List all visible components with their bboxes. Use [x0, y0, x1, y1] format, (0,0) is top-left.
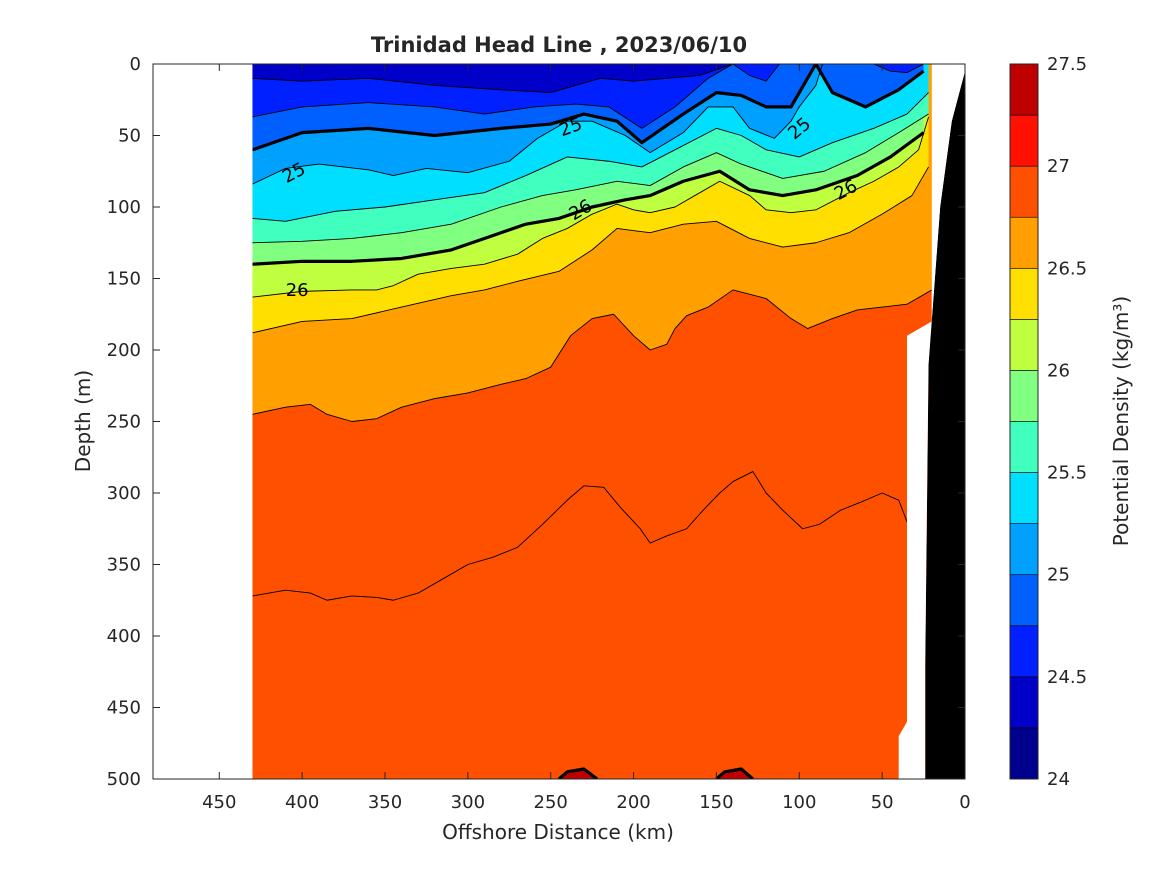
contour-line-3: [732, 64, 780, 82]
contour-line-7: [252, 64, 823, 185]
colorbar-swatch: [1009, 676, 1039, 729]
contour-line-10: [252, 131, 925, 266]
x-tick-label: 300: [451, 792, 485, 813]
y-tick-label: 300: [107, 483, 141, 504]
y-tick-label: 500: [107, 769, 141, 790]
colorbar: 24 24.5 25 25.5 26 26.5 27 27.5: [1009, 54, 1087, 790]
contour-line-9: [252, 113, 929, 244]
contour-line-13: [252, 289, 932, 422]
y-tick-label: 50: [118, 126, 141, 147]
fill-band-24-75: [252, 64, 733, 129]
colorbar-swatch: [1009, 165, 1039, 218]
contour-line-11: [252, 116, 929, 298]
x-tick-label: 100: [782, 792, 816, 813]
bathymetry: [898, 64, 965, 779]
contour-line-15: [557, 767, 599, 779]
x-tick-label: 150: [699, 792, 733, 813]
colorbar-swatch: [1009, 114, 1039, 167]
y-tick-label: 450: [107, 698, 141, 719]
y-tick-label: 350: [107, 555, 141, 576]
fill-lens-0: [559, 768, 598, 779]
seafloor-wedge: [925, 71, 965, 779]
contour-line-5: [252, 64, 818, 152]
colorbar-swatch: [1009, 625, 1039, 678]
colorbar-tick-label: 25: [1047, 565, 1070, 586]
colorbar-frame: [1009, 63, 1039, 780]
contour-lines: [252, 64, 932, 779]
contour-line-12: [252, 166, 929, 334]
chart-title: Trinidad Head Line , 2023/06/10: [371, 33, 747, 57]
colorbar-tick-label: 27.5: [1047, 54, 1087, 75]
colorbar-tick-label: 26: [1047, 360, 1070, 381]
contour-line-14: [252, 471, 916, 601]
x-axis: 0 50 100 150 200 250 300 350 400 450: [202, 64, 971, 813]
x-tick-label: 450: [202, 792, 236, 813]
contour-line-16: [715, 767, 754, 779]
x-tick-label: 200: [616, 792, 650, 813]
colorbar-tick-label: 24: [1047, 769, 1070, 790]
y-tick-label: 150: [107, 269, 141, 290]
colorbar-swatch: [1009, 574, 1039, 627]
colorbar-swatch: [1009, 472, 1039, 524]
density-fills: [252, 64, 932, 779]
x-tick-label: 250: [534, 792, 568, 813]
y-axis-label: Depth (m): [71, 370, 95, 472]
y-tick-label: 250: [107, 412, 141, 433]
y-tick-label: 400: [107, 626, 141, 647]
colorbar-swatch: [1009, 370, 1039, 422]
x-tick-label: 400: [285, 792, 319, 813]
y-tick-label: 200: [107, 340, 141, 361]
colorbar-label: Potential Density (kg/m³): [1109, 296, 1133, 547]
contour-line-8: [252, 92, 929, 222]
colorbar-swatch: [1009, 523, 1039, 576]
x-tick-label: 0: [959, 792, 970, 813]
contour-line-1: [252, 64, 734, 94]
y-axis: 0 50 100 150 200 250 300 350 400 450 500: [107, 54, 965, 790]
colorbar-swatch: [1009, 63, 1039, 116]
fill-band-24-75: [733, 64, 780, 82]
colorbar-swatch: [1009, 319, 1039, 371]
x-tick-label: 350: [368, 792, 402, 813]
colorbar-swatch: [1009, 421, 1039, 473]
shelf-gap: [898, 64, 965, 779]
contour-line-6: [814, 64, 925, 109]
colorbar-swatch: [1009, 267, 1039, 320]
colorbar-tick-label: 26.5: [1047, 258, 1087, 279]
colorbar-tick-label: 27: [1047, 156, 1070, 177]
colorbar-swatch: [1009, 216, 1039, 269]
y-tick-label: 100: [107, 197, 141, 218]
colorbar-tick-label: 24.5: [1047, 667, 1087, 688]
y-tick-label: 0: [130, 54, 141, 75]
fill-band-24-5: [252, 64, 733, 93]
colorbar-swatch: [1009, 727, 1039, 780]
x-tick-label: 50: [871, 792, 894, 813]
colorbar-tick-label: 25.5: [1047, 463, 1087, 484]
contour-label-3: 26: [286, 280, 309, 301]
contour-line-2: [252, 64, 734, 129]
x-axis-label: Offshore Distance (km): [442, 820, 674, 844]
